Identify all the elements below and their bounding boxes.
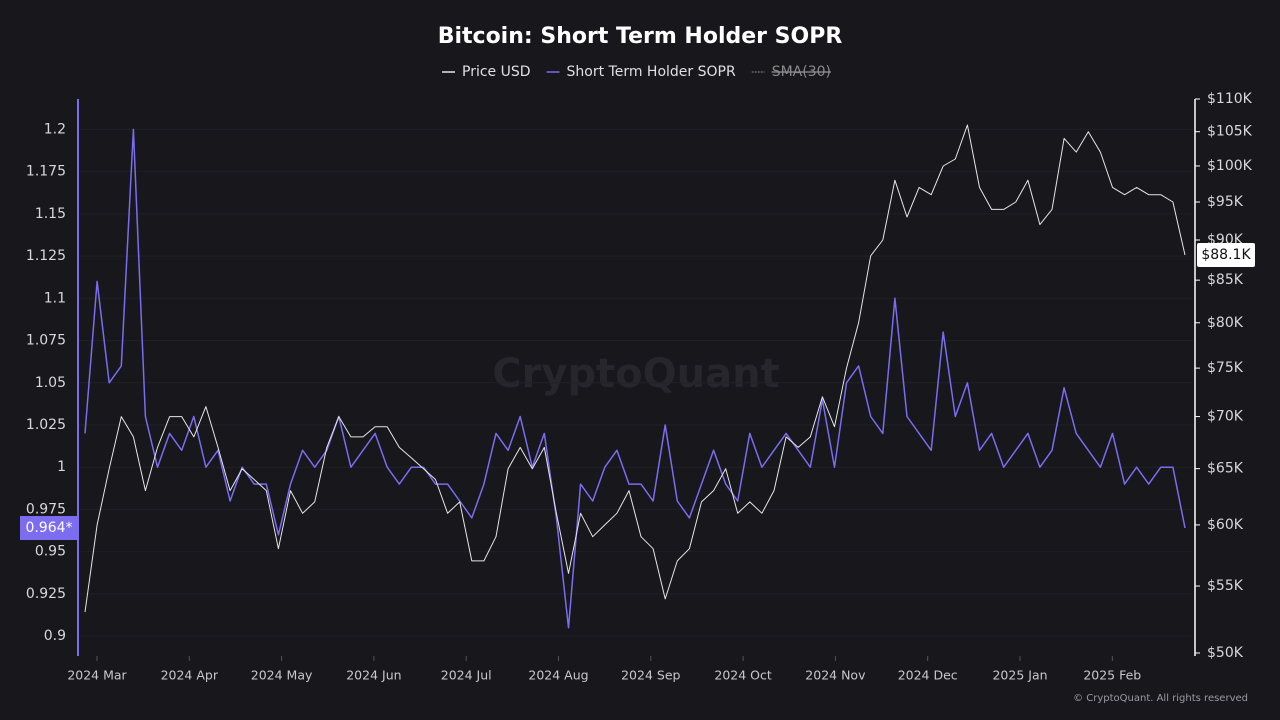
y-tick-label: 1.05 — [35, 375, 66, 391]
series-line — [84, 128, 1186, 629]
last-value-box — [1197, 242, 1255, 267]
y-tick-label: 0.975 — [26, 501, 66, 517]
y2-tick-label: $80K — [1207, 315, 1244, 331]
y-tick-label: 0.9 — [44, 628, 66, 644]
y-tick-label: 1.125 — [26, 248, 66, 264]
y-tick-label: 1.15 — [35, 206, 66, 222]
last-value-box — [20, 516, 78, 541]
y-tick-label: 1.2 — [44, 121, 66, 137]
y2-tick-label: $55K — [1207, 578, 1244, 594]
y2-tick-label: $50K — [1207, 645, 1244, 661]
y-tick-label: 0.925 — [26, 586, 66, 602]
y2-tick-label: $105K — [1207, 124, 1253, 140]
x-tick-label: 2024 Mar — [67, 668, 127, 683]
y2-tick-label: $60K — [1207, 517, 1244, 533]
y-tick-label: 1.075 — [26, 333, 66, 349]
series-line — [84, 124, 1186, 613]
chart-title: Bitcoin: Short Term Holder SOPR — [438, 24, 843, 49]
x-tick-label: 2024 Oct — [714, 668, 771, 683]
legend-label: Short Term Holder SOPR — [567, 64, 736, 80]
x-tick-label: 2024 Jun — [346, 668, 401, 683]
last-value-label: $88.1K — [1201, 247, 1251, 263]
y2-tick-label: $100K — [1207, 158, 1253, 174]
legend-label: Price USD — [462, 64, 531, 80]
x-tick-label: 2024 Aug — [528, 668, 588, 683]
y2-tick-label: $110K — [1207, 91, 1253, 107]
x-tick-label: 2024 May — [251, 668, 313, 683]
x-tick-label: 2024 Dec — [898, 668, 958, 683]
x-tick-label: 2024 Jul — [441, 668, 492, 683]
y2-tick-label: $65K — [1207, 461, 1244, 477]
y-tick-label: 0.95 — [35, 544, 66, 560]
y2-tick-label: $70K — [1207, 409, 1244, 425]
x-tick-label: 2024 Nov — [805, 668, 866, 683]
x-tick-label: 2024 Apr — [161, 668, 219, 683]
footer: © CryptoQuant. All rights reserved — [1073, 693, 1248, 704]
y-tick-label: 1.025 — [26, 417, 66, 433]
y2-tick-label: $75K — [1207, 360, 1244, 376]
legend: Price USD Short Term Holder SOPR SMA(30) — [442, 64, 831, 80]
x-tick-label: 2024 Sep — [621, 668, 680, 683]
y2-tick-label: $95K — [1207, 194, 1244, 210]
watermark: CryptoQuant — [492, 351, 779, 397]
last-value-label: 0.964* — [25, 520, 72, 536]
y2-tick-label: $85K — [1207, 272, 1244, 288]
y-tick-label: 1.175 — [26, 164, 66, 180]
y-tick-label: 1.1 — [44, 290, 66, 306]
y-tick-label: 1 — [57, 459, 66, 475]
x-tick-label: 2025 Feb — [1083, 668, 1141, 683]
x-tick-label: 2025 Jan — [992, 668, 1047, 683]
